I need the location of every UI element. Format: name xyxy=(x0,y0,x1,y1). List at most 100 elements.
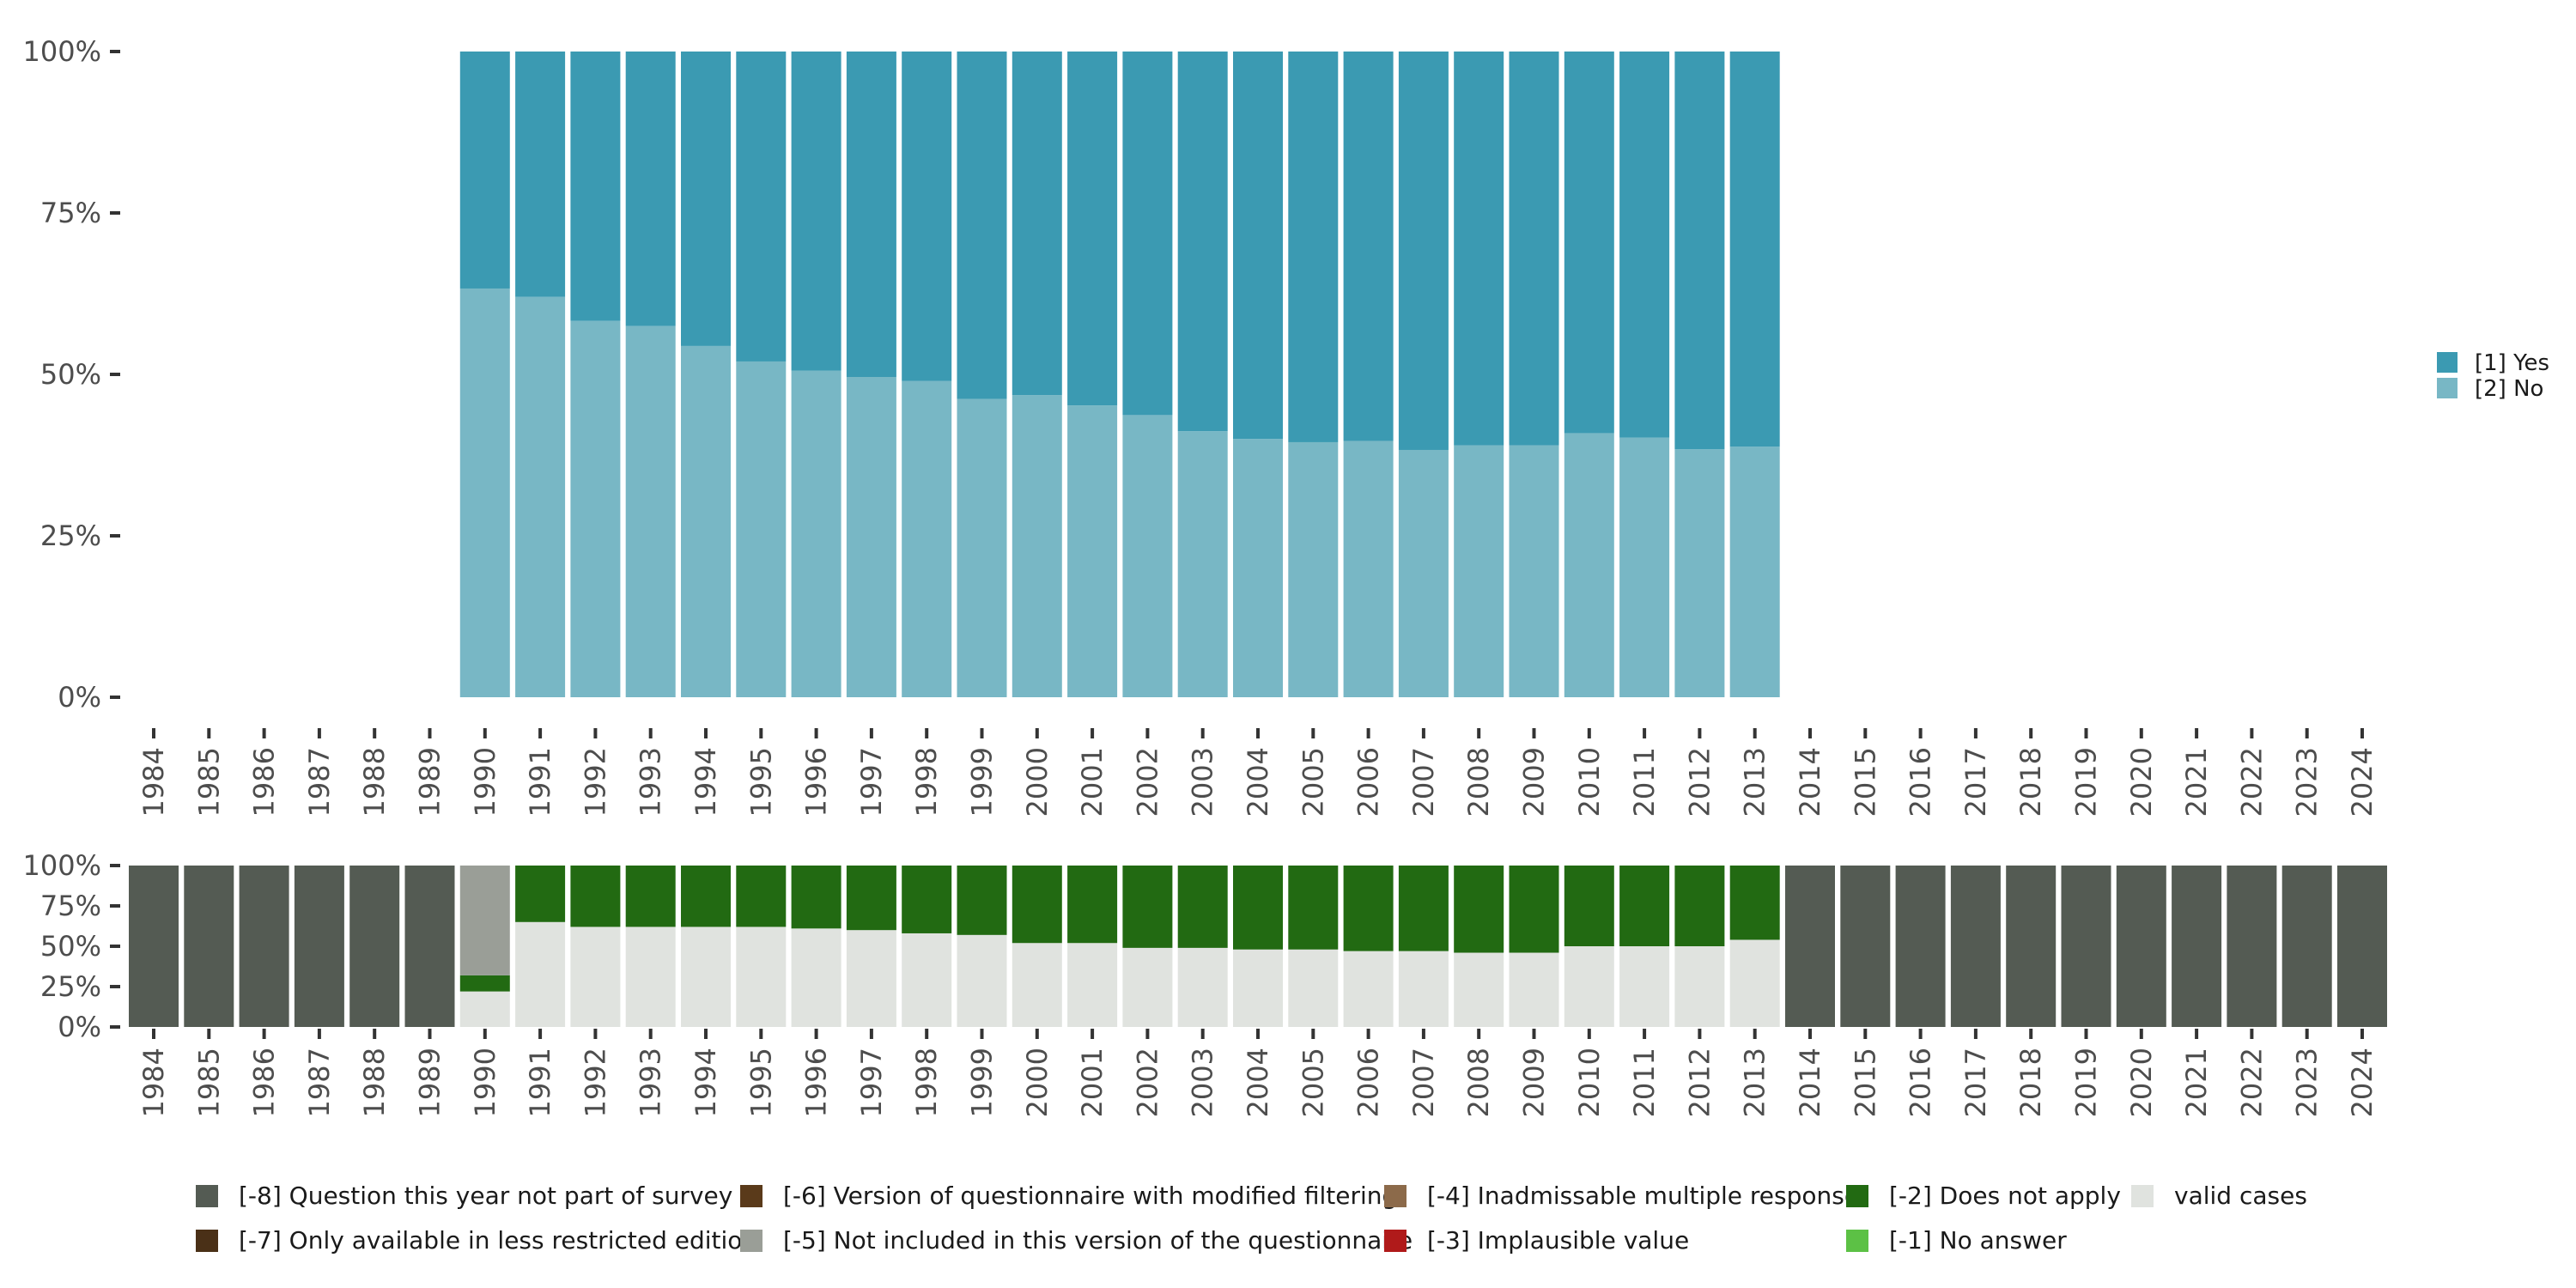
missing-bar-segment-1999 xyxy=(957,934,1007,1027)
missing-bar-segment-1994 xyxy=(681,927,731,1027)
main-bar-yes-1993 xyxy=(625,52,676,326)
main-x-tick-label: 2008 xyxy=(1462,747,1495,817)
missing-bar-segment-1991 xyxy=(515,921,566,1027)
missing-bar-segment-2007 xyxy=(1398,951,1449,1027)
missing-legend-label: [-2] Does not apply xyxy=(1889,1182,2121,1210)
main-x-tick-label: 2003 xyxy=(1187,747,1219,817)
main-x-tick-label: 2016 xyxy=(1905,747,1937,817)
main-bar-yes-1991 xyxy=(515,52,566,297)
main-bar-yes-2005 xyxy=(1288,52,1339,442)
missing-x-tick-label: 2013 xyxy=(1739,1048,1771,1117)
missing-y-tick-label: 25% xyxy=(40,970,101,1003)
missing-x-tick-label: 2011 xyxy=(1628,1048,1661,1117)
missing-bar-segment-1993 xyxy=(625,927,676,1027)
main-bar-yes-1995 xyxy=(736,52,787,361)
missing-x-tick-label: 1987 xyxy=(303,1048,336,1117)
missing-bar-segment-2001 xyxy=(1067,866,1118,944)
main-bar-yes-1998 xyxy=(902,52,952,381)
missing-legend-label: [-6] Version of questionnaire with modif… xyxy=(783,1182,1397,1210)
missing-bar-segment-1987 xyxy=(294,866,344,1027)
main-bar-yes-2009 xyxy=(1509,52,1559,446)
main-x-tick-label: 2014 xyxy=(1794,747,1826,817)
missing-x-tick-label: 1988 xyxy=(358,1048,391,1117)
missing-x-tick-label: 1990 xyxy=(469,1048,501,1117)
missing-y-tick-label: 75% xyxy=(40,890,101,922)
missing-legend-swatch xyxy=(1384,1230,1406,1252)
main-bar-yes-1999 xyxy=(957,52,1007,399)
missing-bar-segment-2023 xyxy=(2281,866,2332,1027)
main-x-tick-label: 2015 xyxy=(1849,747,1881,817)
main-bar-no-1995 xyxy=(736,361,787,697)
main-x-tick-label: 2005 xyxy=(1297,747,1329,817)
main-bar-yes-2004 xyxy=(1233,52,1283,440)
main-bar-no-2004 xyxy=(1233,439,1283,697)
main-chart: 0% 25% 50% 75% 100% 1984 1985 1986 1987 1988 1989 1… xyxy=(23,35,2379,817)
missing-bar-segment-1985 xyxy=(184,866,234,1027)
main-x-tick-label: 2009 xyxy=(1518,747,1551,817)
missing-bar-segment-2000 xyxy=(1012,943,1062,1027)
main-legend-label: [1] Yes xyxy=(2475,350,2549,376)
main-bar-yes-2008 xyxy=(1454,52,1504,446)
main-x-tick-label: 1998 xyxy=(910,747,943,817)
main-bar-no-2010 xyxy=(1564,433,1614,697)
main-x-tick-label: 2020 xyxy=(2125,747,2158,817)
main-y-tick-label: 0% xyxy=(58,681,101,714)
missing-x-tick-label: 1993 xyxy=(635,1048,667,1117)
missing-bar-segment-2011 xyxy=(1619,946,1670,1027)
main-bar-no-1997 xyxy=(846,377,896,697)
missing-x-tick-label: 2016 xyxy=(1905,1048,1937,1117)
missing-x-tick-label: 2004 xyxy=(1242,1048,1274,1117)
main-x-tick-label: 1984 xyxy=(137,747,170,817)
missing-x-tick-label: 1989 xyxy=(414,1048,447,1117)
missing-bar-segment-2005 xyxy=(1288,949,1339,1027)
main-bar-yes-2010 xyxy=(1564,52,1614,434)
main-bar-yes-2011 xyxy=(1619,52,1670,438)
missing-x-tick-label: 1999 xyxy=(966,1048,999,1117)
main-x-tick-label: 2019 xyxy=(2070,747,2103,817)
main-x-tick-label: 1992 xyxy=(579,747,611,817)
missing-bar-segment-2006 xyxy=(1343,866,1394,951)
main-bar-yes-2007 xyxy=(1398,52,1449,450)
missing-bar-segment-2010 xyxy=(1564,946,1614,1027)
missing-x-tick-label: 1994 xyxy=(690,1048,722,1117)
main-bar-no-2001 xyxy=(1067,405,1118,697)
missing-bar-segment-1994 xyxy=(681,866,731,927)
missing-bar-segment-2004 xyxy=(1233,866,1283,950)
main-bar-yes-1996 xyxy=(791,52,841,371)
main-bar-yes-2012 xyxy=(1674,52,1725,450)
main-x-tick-label: 2004 xyxy=(1242,747,1274,817)
missing-x-tick-label: 2000 xyxy=(1021,1048,1054,1117)
main-bar-no-2011 xyxy=(1619,437,1670,697)
missing-legend-swatch xyxy=(196,1185,218,1207)
main-x-tick-label: 1995 xyxy=(744,747,777,817)
main-y-tick-label: 100% xyxy=(23,35,101,68)
missing-x-tick-label: 2015 xyxy=(1849,1048,1881,1117)
missing-bar-segment-1989 xyxy=(404,866,455,1027)
missing-bar-segment-1988 xyxy=(349,866,400,1027)
missing-legend-swatch xyxy=(2131,1185,2154,1207)
missing-x-tick-label: 2003 xyxy=(1187,1048,1219,1117)
missing-bar-segment-1996 xyxy=(791,866,841,929)
main-x-tick-label: 2012 xyxy=(1683,747,1716,817)
missing-legend-label: [-7] Only available in less restricted e… xyxy=(239,1226,757,1255)
missing-x-tick-label: 1984 xyxy=(137,1048,170,1117)
missing-legend-swatch xyxy=(196,1230,218,1252)
missing-x-tick-label: 1985 xyxy=(192,1048,225,1117)
missing-bar-segment-1998 xyxy=(902,866,952,933)
main-bar-no-2002 xyxy=(1122,415,1173,697)
main-bar-no-2012 xyxy=(1674,449,1725,697)
main-y-tick-label: 75% xyxy=(40,197,101,229)
missing-bar-segment-1990 xyxy=(459,866,510,975)
missing-bar-segment-2024 xyxy=(2337,866,2387,1027)
missing-bar-segment-1995 xyxy=(736,927,787,1027)
main-legend: [1] Yes[2] No xyxy=(2437,350,2549,402)
main-x-tick-label: 2001 xyxy=(1076,747,1109,817)
missing-bar-segment-1997 xyxy=(846,866,896,931)
main-bar-yes-1994 xyxy=(681,52,731,346)
missing-bar-segment-2012 xyxy=(1674,946,1725,1027)
missing-bar-segment-1993 xyxy=(625,866,676,927)
missing-bar-segment-2012 xyxy=(1674,866,1725,946)
missing-y-tick-label: 0% xyxy=(58,1011,101,1043)
missing-y-tick-label: 50% xyxy=(40,930,101,963)
